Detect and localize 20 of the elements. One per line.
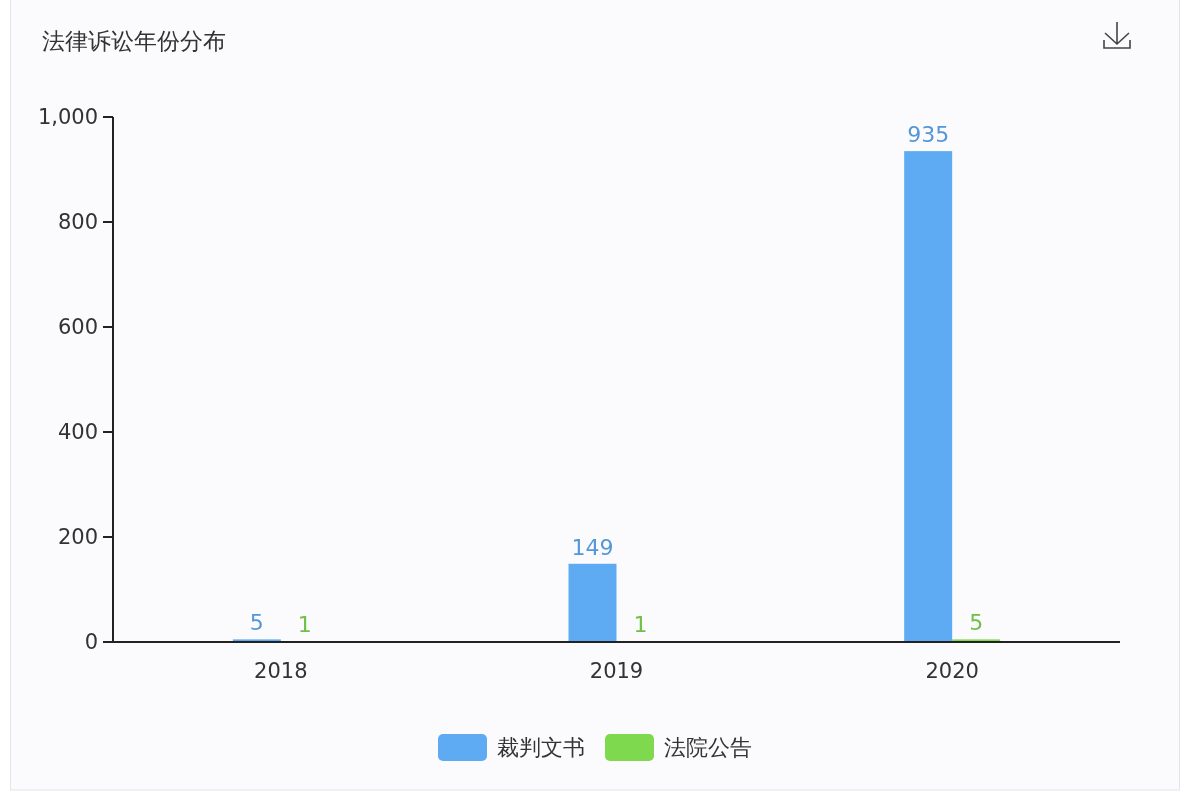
legend-label: 法院公告 xyxy=(664,735,752,760)
data-label: 935 xyxy=(907,122,950,148)
bar xyxy=(568,563,617,642)
y-tick-label: 400 xyxy=(57,420,98,444)
x-tick-label: 2018 xyxy=(254,659,308,683)
data-label: 5 xyxy=(249,610,264,636)
bar xyxy=(904,151,953,642)
x-tick-label: 2020 xyxy=(925,659,979,683)
chart-title: 法律诉讼年份分布 xyxy=(42,28,226,54)
data-label: 1 xyxy=(297,612,312,638)
y-tick-label: 600 xyxy=(57,315,98,339)
data-label: 1 xyxy=(633,612,648,638)
y-tick-label: 800 xyxy=(57,210,98,234)
data-label: 149 xyxy=(571,534,614,560)
y-tick-label: 200 xyxy=(57,525,98,549)
y-tick-label: 1,000 xyxy=(37,105,98,129)
data-label: 5 xyxy=(969,610,984,636)
y-tick-label: 0 xyxy=(84,630,98,654)
legend-label: 裁判文书 xyxy=(497,735,585,760)
x-tick-label: 2019 xyxy=(589,659,644,683)
